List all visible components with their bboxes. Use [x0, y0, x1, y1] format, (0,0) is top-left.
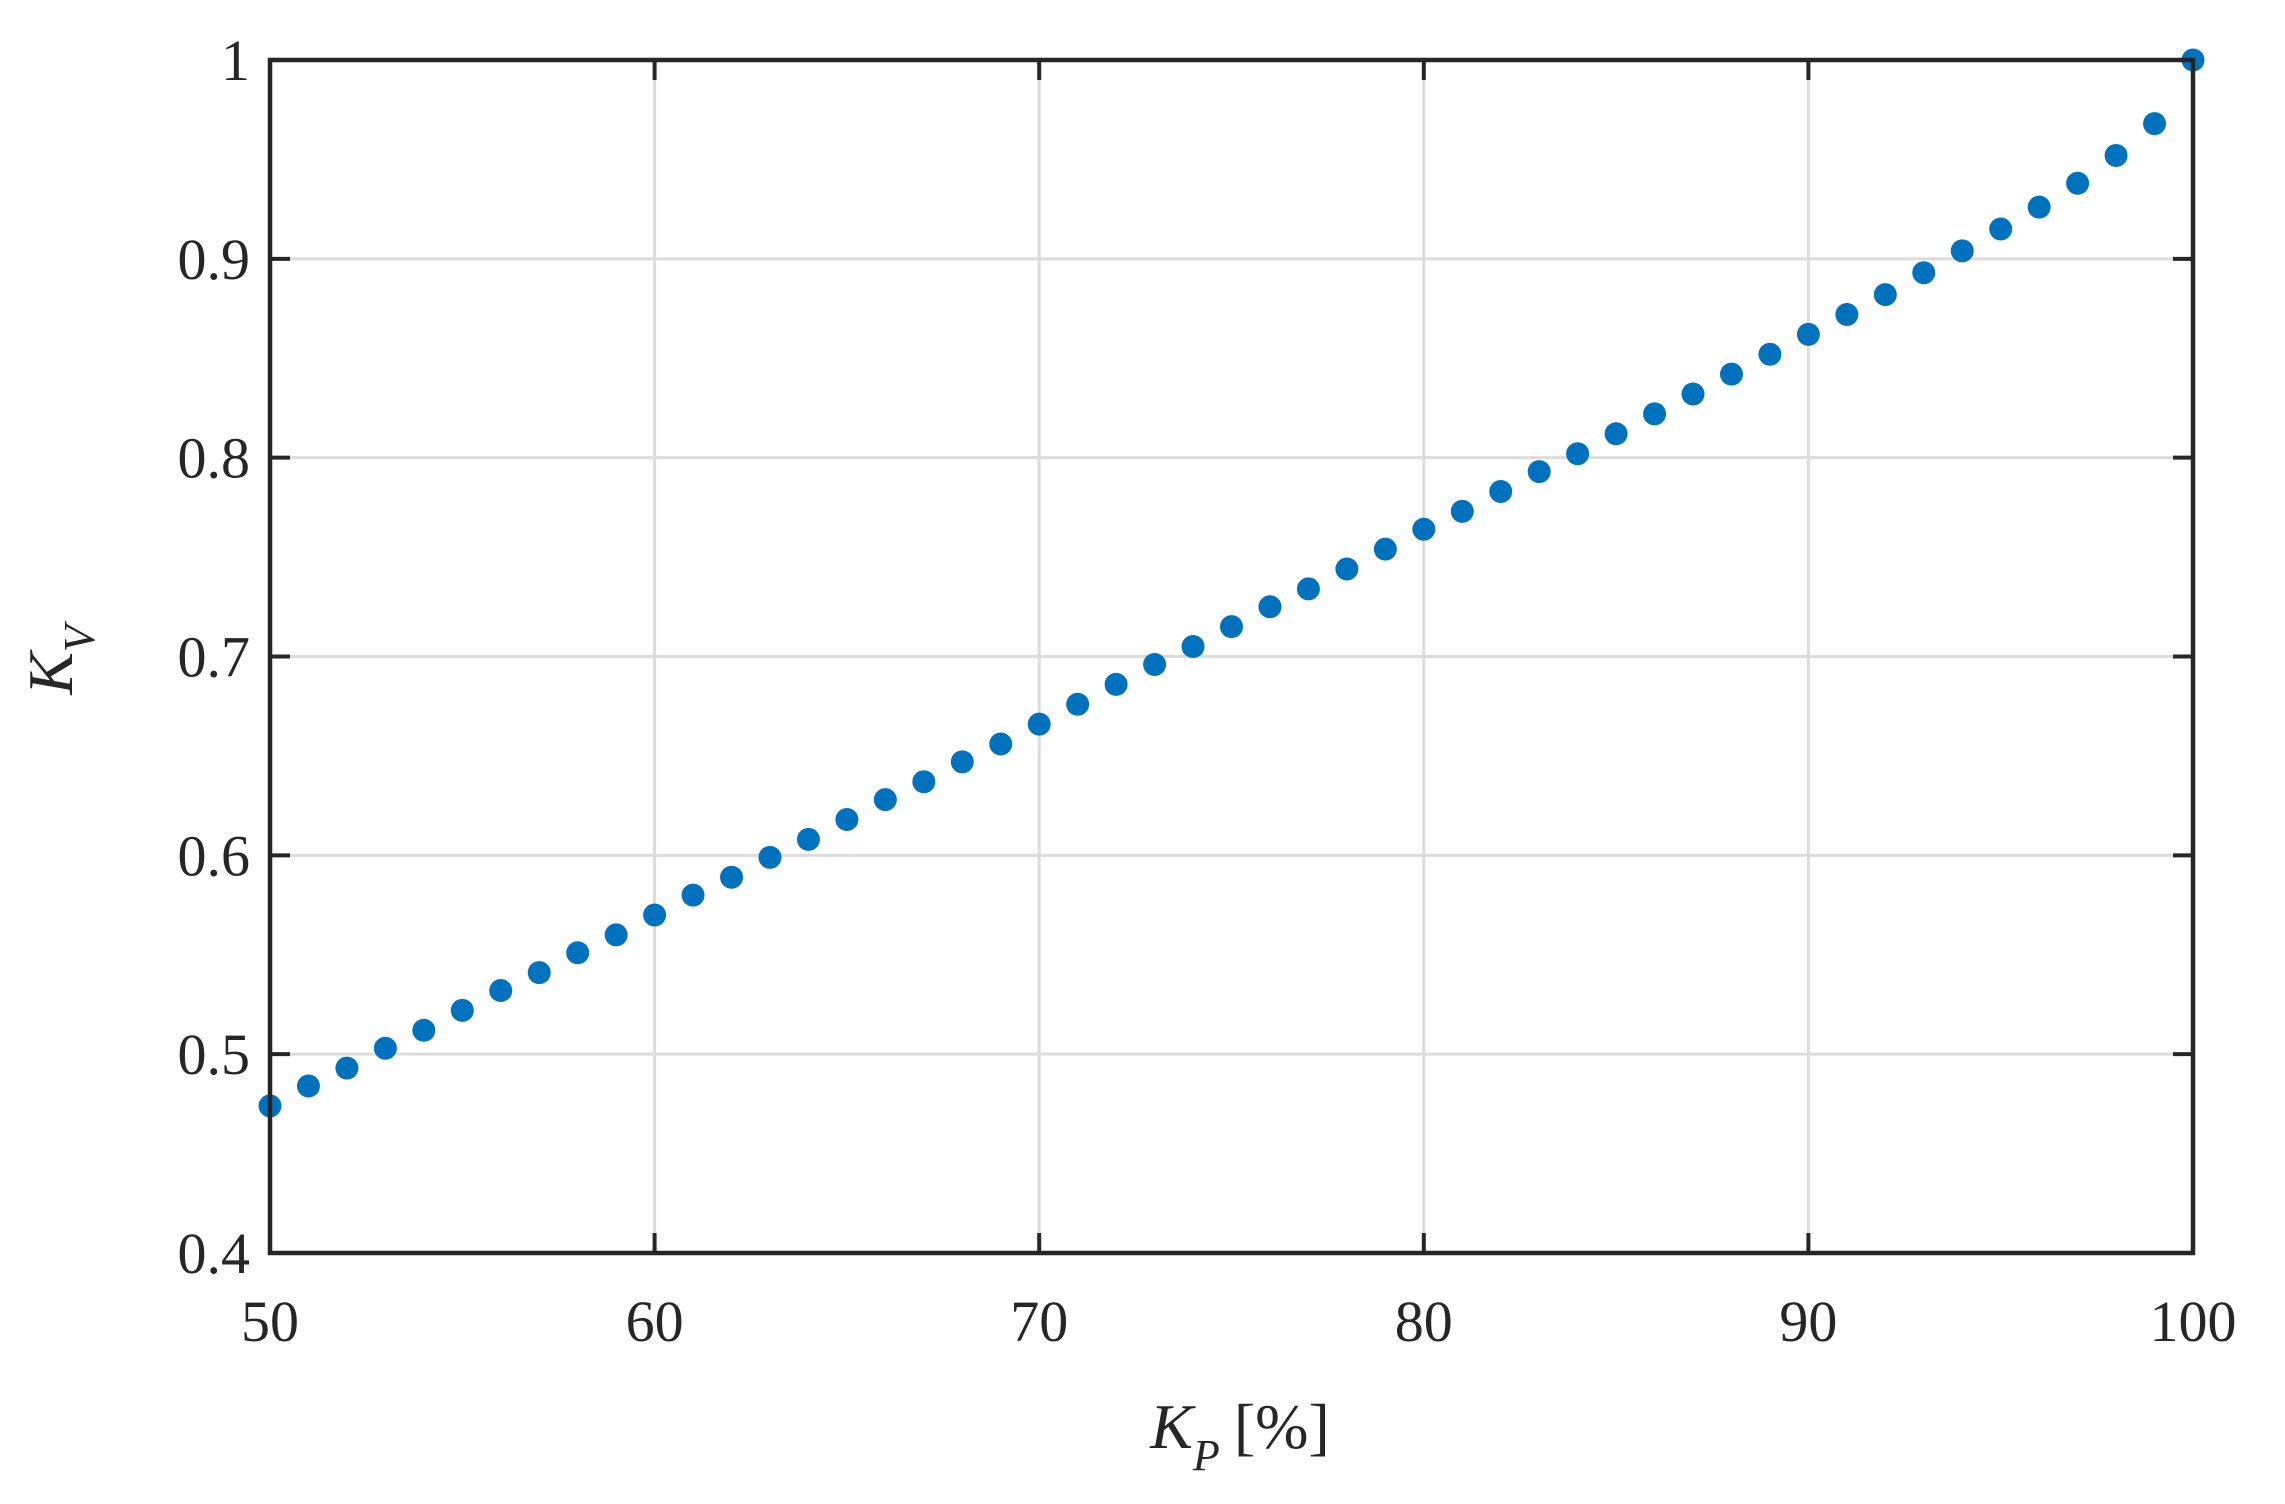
data-point [604, 923, 628, 947]
data-point [373, 1036, 397, 1060]
data-point [412, 1018, 436, 1042]
data-point [989, 732, 1013, 756]
y-tick-label: 0.7 [178, 625, 251, 690]
x-tick-label: 60 [626, 1289, 684, 1354]
data-point [2104, 143, 2128, 167]
data-point [912, 770, 936, 794]
data-point [296, 1074, 320, 1098]
data-point [1719, 362, 1743, 386]
data-point [1027, 712, 1051, 736]
data-point [950, 750, 974, 774]
data-point [2066, 171, 2090, 195]
data-point [1258, 595, 1282, 619]
x-tick-label: 80 [1395, 1289, 1453, 1354]
data-point [643, 903, 667, 927]
data-point [2027, 195, 2051, 219]
data-point [1489, 479, 1513, 503]
data-point [1796, 322, 1820, 346]
data-point [1412, 517, 1436, 541]
data-point [566, 941, 590, 965]
y-tick-label: 0.8 [178, 426, 251, 491]
data-point [450, 998, 474, 1022]
data-point [1527, 460, 1551, 484]
y-axis-tick-labels: 0.4 0.5 0.6 0.7 0.8 0.9 1 [178, 28, 251, 1286]
data-point [489, 979, 513, 1003]
y-tick-label: 0.9 [178, 227, 251, 292]
data-point [1681, 382, 1705, 406]
data-point [1373, 537, 1397, 561]
data-point [1873, 283, 1897, 307]
data-point [2143, 112, 2167, 136]
data-series [258, 48, 2205, 1118]
data-point [1950, 239, 1974, 263]
data-point [335, 1056, 359, 1080]
data-point [1835, 303, 1859, 327]
data-point [758, 845, 782, 869]
x-tick-label: 100 [2150, 1289, 2237, 1354]
data-point [1643, 402, 1667, 426]
data-point [1989, 217, 2013, 241]
data-point [527, 961, 551, 985]
y-tick-label: 0.4 [178, 1221, 251, 1286]
y-axis-label: KV [15, 620, 104, 696]
data-point [1758, 342, 1782, 366]
x-tick-label: 90 [1779, 1289, 1837, 1354]
data-point [796, 827, 820, 851]
data-point [1220, 615, 1243, 639]
data-point [1143, 652, 1167, 676]
x-axis-tick-labels: 50 60 70 80 90 100 [241, 1289, 2237, 1354]
data-point [1450, 499, 1474, 523]
x-tick-label: 50 [241, 1289, 299, 1354]
data-point [1066, 692, 1090, 716]
data-point [1104, 672, 1128, 696]
data-point [873, 788, 897, 812]
x-axis-label: KP [%] [1149, 1391, 1330, 1480]
x-tick-label: 70 [1010, 1289, 1068, 1354]
data-point [1912, 261, 1936, 285]
y-tick-label: 1 [221, 28, 250, 93]
data-point [835, 808, 859, 832]
y-tick-label: 0.6 [178, 823, 251, 888]
axis-ticks [268, 58, 2195, 1255]
data-point [1604, 422, 1628, 446]
data-point [720, 865, 744, 889]
grid-lines [270, 60, 2193, 1253]
data-point [1566, 442, 1590, 466]
y-tick-label: 0.5 [178, 1022, 251, 1087]
data-point [1181, 635, 1205, 659]
data-point [1296, 577, 1320, 601]
data-point [1335, 557, 1359, 581]
data-point [681, 883, 705, 907]
